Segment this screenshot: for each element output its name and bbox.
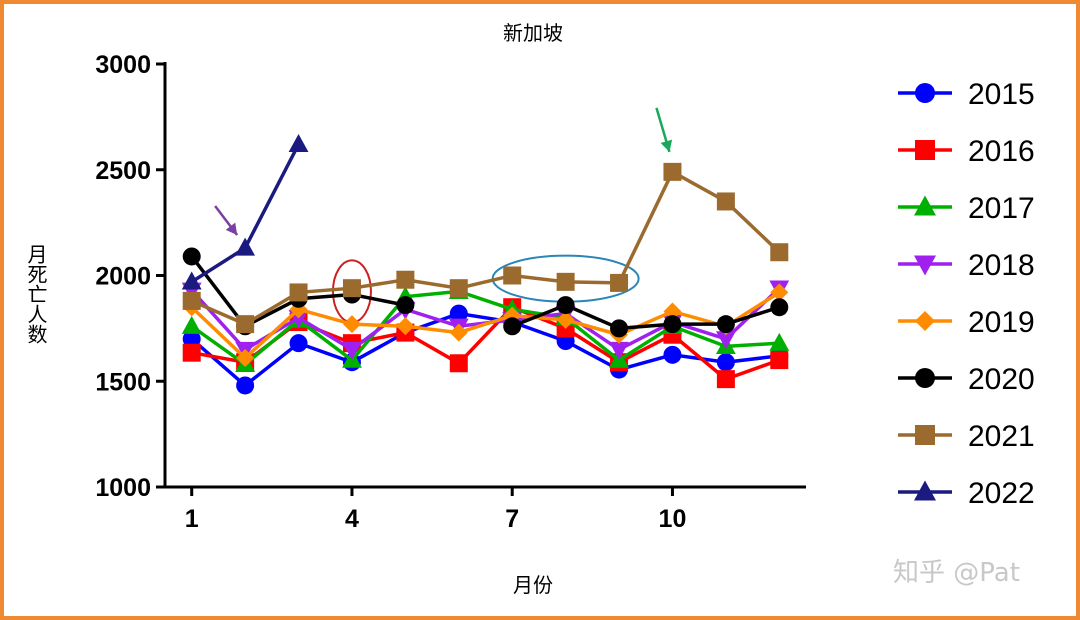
data-point: [449, 304, 468, 323]
data-point: [182, 329, 201, 348]
legend-item-2019: 2019: [898, 306, 1035, 339]
data-point: [396, 317, 415, 336]
legend-label: 2018: [968, 249, 1035, 282]
legend-item-2022: 2022: [898, 477, 1035, 510]
series-2022: [181, 134, 309, 290]
watermark: 知乎 @Pat: [893, 558, 1020, 588]
annotation-arrowhead: [660, 139, 673, 152]
data-point: [610, 319, 629, 338]
x-axis-label: 月份: [513, 573, 553, 597]
axes: 1000 1500 2000 2500 3000 1 4 7 10: [95, 51, 806, 533]
data-point: [556, 296, 575, 315]
data-point: [289, 283, 308, 302]
data-point: [556, 310, 575, 329]
data-point: [715, 331, 736, 350]
legend-marker: [914, 480, 936, 501]
y-tick-label: 1000: [95, 474, 151, 502]
legend-label: 2016: [968, 135, 1035, 168]
data-point: [342, 341, 362, 360]
data-point: [342, 279, 361, 298]
data-point: [663, 302, 682, 321]
data-point: [663, 345, 682, 364]
x-tick-label: 4: [345, 505, 359, 533]
data-point: [449, 323, 468, 342]
legend-label: 2019: [968, 306, 1035, 339]
legend: 2015 2016 2017 2018 2019 2020 2021 2022: [898, 78, 1035, 510]
data-point: [556, 272, 575, 291]
data-point: [342, 315, 361, 334]
data-point: [716, 370, 735, 389]
y-tick-label: 1500: [95, 368, 151, 396]
legend-marker: [915, 368, 935, 388]
series-2021: [182, 162, 789, 334]
data-point: [716, 192, 735, 211]
data-point: [236, 376, 255, 395]
legend-item-2021: 2021: [898, 420, 1035, 453]
data-point: [769, 332, 790, 351]
legend-item-2020: 2020: [898, 363, 1035, 396]
legend-item-2015: 2015: [898, 78, 1035, 111]
data-point: [716, 315, 735, 334]
data-point: [396, 270, 415, 289]
legend-marker: [914, 195, 936, 216]
data-point: [182, 343, 201, 362]
data-point: [236, 315, 255, 334]
data-point: [610, 273, 629, 292]
data-point: [181, 315, 202, 334]
legend-label: 2021: [968, 420, 1035, 453]
legend-item-2017: 2017: [898, 192, 1035, 225]
y-axis-label: 月死亡人数: [24, 244, 48, 344]
legend-marker: [915, 311, 935, 331]
data-point: [289, 334, 308, 353]
y-tick-label: 2000: [95, 263, 151, 291]
legend-label: 2022: [968, 477, 1035, 510]
legend-label: 2017: [968, 192, 1035, 225]
x-tick-label: 7: [505, 505, 519, 533]
chart-title: 新加坡: [503, 21, 563, 45]
legend-item-2018: 2018: [898, 249, 1035, 282]
data-point: [235, 237, 256, 256]
legend-label: 2015: [968, 78, 1035, 111]
legend-marker: [914, 255, 936, 276]
data-point: [609, 341, 629, 360]
annotations: [214, 107, 673, 324]
data-point: [288, 134, 309, 153]
y-tick-label: 2500: [95, 157, 151, 185]
data-point: [503, 266, 522, 285]
data-point: [716, 353, 735, 372]
data-point: [663, 315, 682, 334]
data-point: [396, 296, 415, 315]
x-tick-label: 1: [185, 505, 199, 533]
x-tick-label: 10: [659, 505, 687, 533]
data-point: [449, 354, 468, 373]
legend-marker: [915, 140, 935, 160]
legend-item-2016: 2016: [898, 135, 1035, 168]
legend-marker: [915, 83, 935, 103]
annotation-arrowhead: [225, 222, 238, 236]
data-point: [770, 283, 789, 302]
data-point: [449, 279, 468, 298]
data-point: [503, 317, 522, 336]
data-point: [181, 271, 202, 290]
data-point: [236, 348, 255, 367]
series-line: [511, 303, 780, 331]
data-point: [770, 243, 789, 262]
legend-label: 2020: [968, 363, 1035, 396]
legend-marker: [915, 425, 935, 445]
series-line: [190, 143, 301, 284]
data-point: [182, 247, 201, 266]
series-line: [190, 290, 781, 361]
data-point: [663, 162, 682, 181]
data-point: [770, 351, 789, 370]
data-point: [770, 298, 789, 317]
series-layer: [181, 134, 790, 395]
data-point: [182, 291, 201, 310]
y-tick-label: 3000: [95, 51, 151, 79]
